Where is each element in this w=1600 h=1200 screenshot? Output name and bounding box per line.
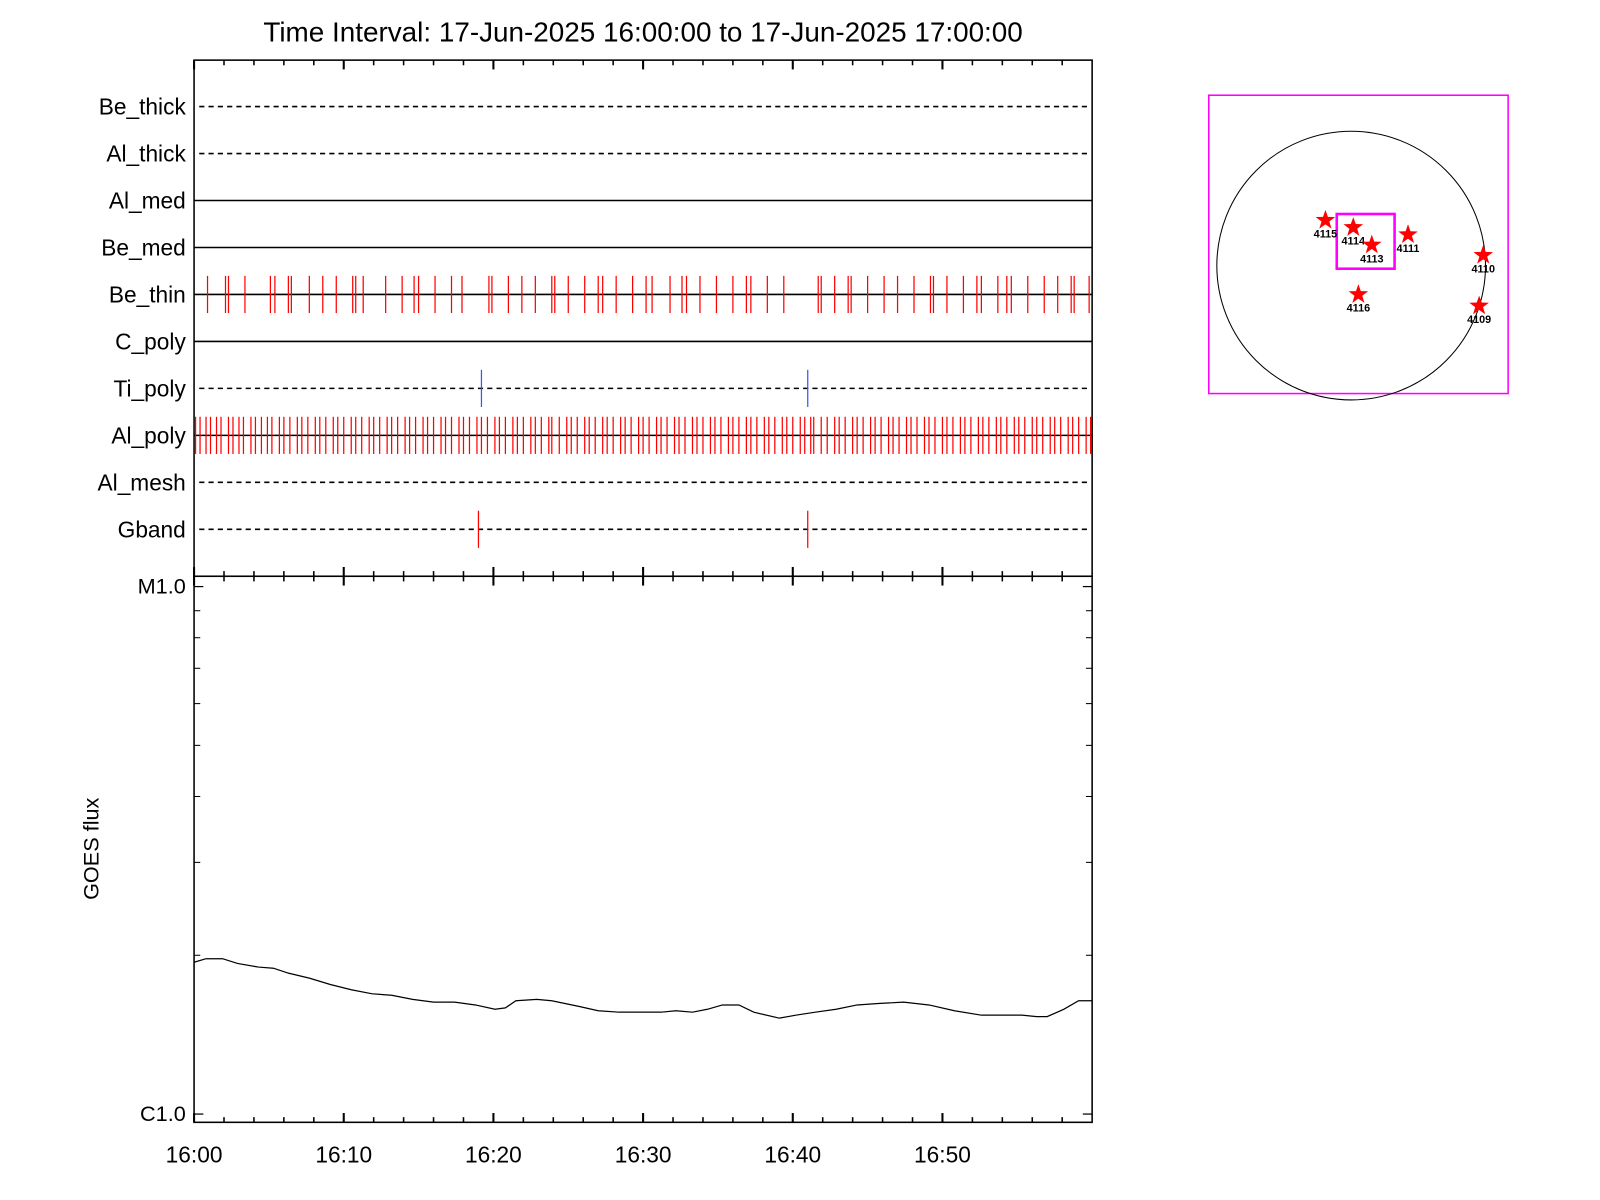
row-label: Gband (118, 516, 186, 542)
row-label: Ti_poly (114, 375, 187, 401)
flux-frame (193, 575, 1093, 1124)
x-tick-label: 16:30 (615, 1141, 672, 1167)
row-label: Al_poly (111, 422, 186, 448)
x-tick-label: 16:20 (465, 1141, 522, 1167)
region-star (1343, 217, 1364, 236)
region-star (1398, 224, 1418, 243)
row-label: Be_med (101, 235, 186, 261)
solar-disk (1216, 130, 1487, 401)
chart-title: Time Interval: 17-Jun-2025 16:00:00 to 1… (263, 17, 1022, 48)
x-tick-label: 16:40 (764, 1141, 821, 1167)
y-axis-label: GOES flux (79, 797, 104, 899)
region-label: 4116 (1347, 303, 1371, 315)
region-label: 4115 (1314, 229, 1338, 241)
row-label: Al_med (109, 188, 186, 214)
region-label: 4110 (1471, 264, 1495, 276)
row-label: Be_thin (109, 282, 186, 308)
fov-box (1335, 212, 1396, 270)
region-label: 4111 (1397, 243, 1420, 255)
region-star (1469, 295, 1489, 315)
y-tick-label: C1.0 (140, 1101, 186, 1126)
row-label: Be_thick (99, 94, 187, 120)
map-frame (1208, 94, 1509, 395)
region-label: 4109 (1467, 314, 1491, 326)
region-star (1348, 284, 1369, 303)
x-tick-label: 16:50 (914, 1141, 971, 1167)
x-tick-label: 16:10 (315, 1141, 372, 1167)
row-label: Al_mesh (98, 469, 186, 495)
region-star (1361, 234, 1382, 254)
timeline-frame (193, 59, 1093, 578)
row-label: Al_thick (106, 141, 186, 167)
x-tick-label: 16:00 (166, 1141, 223, 1167)
row-label: C_poly (115, 328, 186, 354)
region-star (1315, 209, 1336, 229)
region-star (1473, 244, 1494, 264)
region-label: 4114 (1342, 236, 1366, 248)
y-tick-label: M1.0 (138, 573, 186, 598)
region-label: 4113 (1360, 253, 1384, 265)
flux-line (193, 958, 1093, 1019)
